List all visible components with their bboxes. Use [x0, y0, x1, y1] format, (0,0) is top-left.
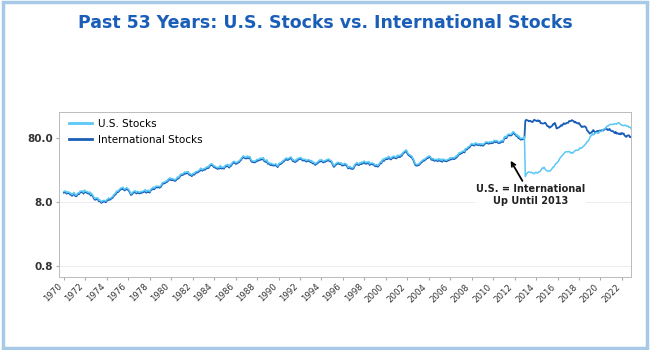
International Stocks: [60, 191, 68, 195]
International Stocks: [222, 164, 229, 168]
U.S. Stocks: [614, 121, 622, 125]
International Stocks: [538, 121, 545, 125]
International Stocks: [98, 201, 105, 205]
International Stocks: [244, 156, 252, 161]
U.S. Stocks: [98, 199, 105, 204]
Text: Past 53 Years: U.S. Stocks vs. International Stocks: Past 53 Years: U.S. Stocks vs. Internati…: [77, 14, 573, 32]
U.S. Stocks: [411, 160, 419, 164]
International Stocks: [543, 123, 551, 127]
U.S. Stocks: [537, 169, 545, 173]
U.S. Stocks: [222, 163, 229, 167]
Line: International Stocks: International Stocks: [64, 120, 632, 203]
U.S. Stocks: [628, 128, 636, 132]
U.S. Stocks: [542, 168, 550, 172]
Legend: U.S. Stocks, International Stocks: U.S. Stocks, International Stocks: [70, 119, 202, 145]
International Stocks: [411, 161, 419, 165]
International Stocks: [64, 191, 72, 195]
U.S. Stocks: [60, 189, 68, 194]
U.S. Stocks: [244, 155, 252, 159]
International Stocks: [628, 135, 636, 140]
International Stocks: [530, 118, 538, 122]
U.S. Stocks: [64, 190, 72, 194]
Text: U.S. = International
Up Until 2013: U.S. = International Up Until 2013: [476, 162, 585, 206]
Line: U.S. Stocks: U.S. Stocks: [64, 123, 632, 202]
Text: Growth of a Dollar Invested in U.S. and International Markets 1970 to 2022: Growth of a Dollar Invested in U.S. and …: [123, 84, 566, 94]
